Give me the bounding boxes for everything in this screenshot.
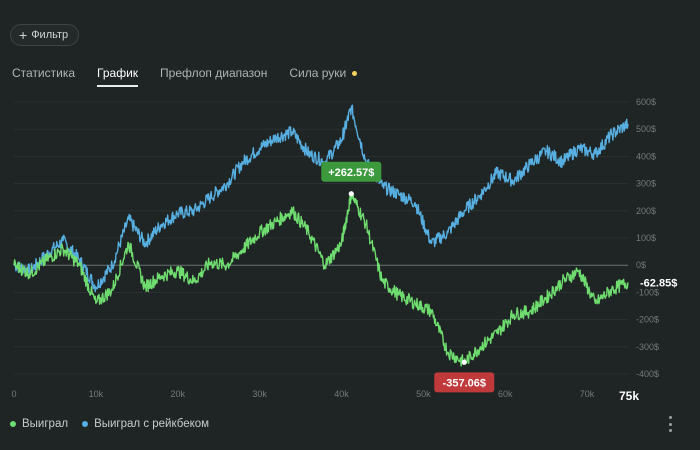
filter-button[interactable]: + Фильтр: [10, 24, 80, 46]
x-tick-label: 50k: [416, 389, 431, 399]
y-tick-label: -300$: [636, 342, 659, 352]
x-end-label: 75k: [619, 389, 639, 403]
filter-label: Фильтр: [31, 29, 69, 41]
annotation-badge: [434, 372, 495, 393]
x-tick-label: 40k: [334, 389, 349, 399]
tab-hand-strength[interactable]: Сила руки: [289, 66, 358, 87]
more-vertical-icon[interactable]: [666, 416, 674, 432]
legend-dot-blue: [82, 421, 89, 427]
annotation-point: [348, 191, 354, 197]
y-tick-label: 200$: [636, 206, 656, 216]
y-tick-label: 500$: [636, 124, 656, 134]
winnings-chart: 600$ 500$ 400$ 300$ 200$ 100$ 0$ -100$ -200$ -300…: [11, 97, 677, 403]
x-tick-label: 70k: [580, 389, 595, 399]
legend-dot-green: [10, 421, 16, 427]
annotation-badge: [321, 161, 382, 182]
y-tick-label: -400$: [636, 369, 659, 379]
x-tick-label: 30k: [252, 389, 267, 399]
legend-item-won-rakeback[interactable]: Выиграл с рейкбеком: [82, 418, 209, 430]
end-value-label: -62.85$: [640, 277, 677, 289]
legend-item-won[interactable]: Выиграл: [10, 418, 68, 430]
chart-area: 600$ 500$ 400$ 300$ 200$ 100$ 0$ -100$ -200$ -300…: [0, 90, 700, 410]
series-line: [13, 192, 629, 367]
y-tick-label: 100$: [636, 233, 656, 243]
chart-legend: Выиграл Выиграл с рейкбеком: [10, 418, 209, 430]
y-tick-label: 0$: [636, 260, 646, 270]
notification-dot: [352, 71, 358, 77]
y-tick-label: 400$: [636, 151, 656, 161]
x-tick-label: 60k: [498, 389, 513, 399]
plus-icon: +: [19, 27, 28, 43]
y-tick-label: -100$: [636, 287, 659, 297]
tab-bar: Статистика График Префлоп диапазон Сила …: [12, 66, 379, 87]
x-tick-label: 10k: [89, 389, 104, 399]
y-tick-label: -200$: [636, 315, 659, 325]
x-tick-label: 0: [11, 389, 16, 399]
series-line: [13, 104, 629, 293]
y-tick-label: 300$: [636, 179, 656, 189]
annotation-label: +262.57$: [328, 167, 374, 179]
x-tick-label: 20k: [170, 389, 185, 399]
annotation-label: -357.06$: [443, 377, 486, 389]
tab-chart[interactable]: График: [97, 66, 139, 87]
tab-statistics[interactable]: Статистика: [12, 66, 76, 80]
y-tick-label: 600$: [636, 97, 656, 107]
annotation-point: [461, 359, 467, 365]
tab-preflop-range[interactable]: Префлоп диапазон: [160, 66, 268, 80]
